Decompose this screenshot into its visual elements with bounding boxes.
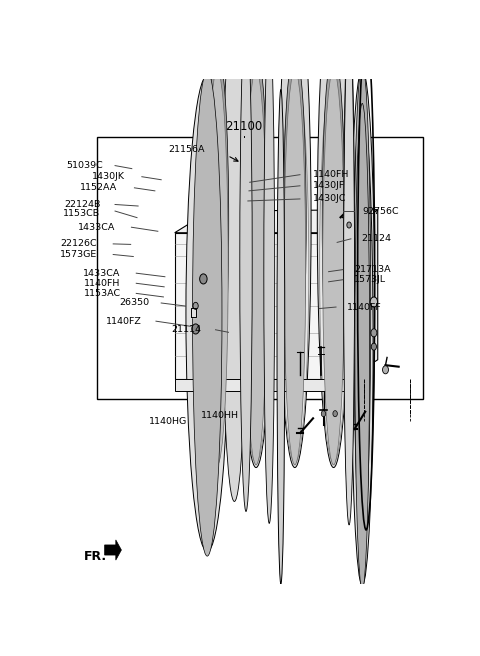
Ellipse shape [240,0,272,468]
Ellipse shape [206,50,228,394]
Ellipse shape [245,70,267,465]
Text: 1140FZ: 1140FZ [106,317,142,325]
Ellipse shape [277,89,285,584]
Text: 21124: 21124 [361,234,391,243]
Polygon shape [175,233,347,379]
Ellipse shape [351,108,373,585]
Text: 1140HG: 1140HG [149,417,187,426]
Ellipse shape [222,10,247,501]
Ellipse shape [242,72,270,462]
Bar [97,137,423,400]
Text: 1430JK: 1430JK [92,173,125,181]
Text: 1140FH: 1140FH [84,279,120,288]
Ellipse shape [283,50,306,394]
Ellipse shape [320,72,348,462]
Ellipse shape [350,70,375,543]
Ellipse shape [354,64,371,547]
Text: 21156A: 21156A [168,145,205,154]
Ellipse shape [323,70,345,465]
Text: 1430JF: 1430JF [313,181,345,190]
Text: 22126C: 22126C [60,239,97,249]
Ellipse shape [264,24,275,523]
Polygon shape [347,210,378,379]
Ellipse shape [186,75,228,552]
Circle shape [321,411,326,417]
Text: 21100: 21100 [226,120,263,133]
Ellipse shape [245,50,267,394]
Circle shape [347,222,351,228]
Ellipse shape [344,25,355,525]
Ellipse shape [355,104,370,590]
Ellipse shape [281,72,309,462]
Text: 26350: 26350 [119,298,149,308]
Text: 1573GE: 1573GE [60,250,97,259]
Ellipse shape [317,0,350,468]
Ellipse shape [204,72,231,462]
Text: 22124B: 22124B [64,200,100,209]
Circle shape [333,411,337,417]
Text: 1433CA: 1433CA [83,269,120,277]
Circle shape [370,297,378,307]
Polygon shape [175,210,378,233]
Text: FR.: FR. [84,550,108,563]
Text: 1140FF: 1140FF [347,302,381,312]
Text: 21114: 21114 [171,325,202,335]
Circle shape [193,302,198,310]
Text: 1573JL: 1573JL [354,276,386,284]
Circle shape [192,324,199,334]
Text: 1153AC: 1153AC [84,289,120,298]
Polygon shape [175,379,347,390]
Text: 1433CA: 1433CA [78,223,115,232]
Text: 51039C: 51039C [66,161,103,170]
Ellipse shape [201,0,234,468]
Polygon shape [105,540,121,560]
Ellipse shape [278,0,311,468]
Text: 1430JC: 1430JC [313,194,347,203]
Text: 1153CB: 1153CB [63,209,100,218]
Ellipse shape [206,70,228,465]
Ellipse shape [322,50,345,394]
Circle shape [200,274,207,284]
Circle shape [371,329,377,337]
Ellipse shape [284,70,306,465]
Text: 1140HH: 1140HH [201,411,239,420]
Text: 1140FH: 1140FH [313,170,349,179]
Text: 1152AA: 1152AA [81,183,118,192]
Ellipse shape [240,12,252,512]
Circle shape [383,366,388,374]
Text: 21713A: 21713A [354,265,391,274]
Text: 92756C: 92756C [362,207,399,216]
Polygon shape [191,308,196,318]
Ellipse shape [192,71,222,556]
Ellipse shape [344,10,355,510]
Circle shape [371,343,376,350]
